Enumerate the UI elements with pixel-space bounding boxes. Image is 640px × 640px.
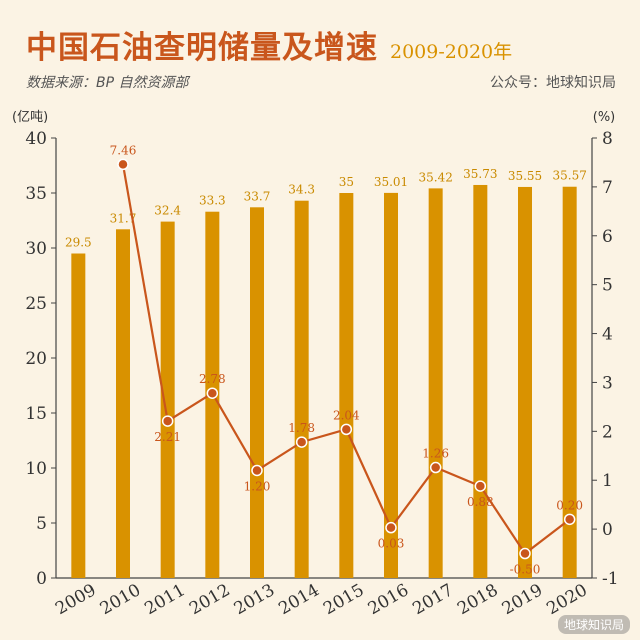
- account-credit: 公众号：地球知识局: [490, 75, 616, 91]
- bar-series: 29.5 31.7 32.4 33.3 33.7 34.3 35 35.01 35.42 35.7…: [65, 167, 587, 579]
- x-tick-label: 2016: [365, 580, 412, 619]
- bar: [250, 207, 264, 579]
- bar: [160, 221, 175, 578]
- growth-rate-label: 2.78: [199, 372, 226, 386]
- growth-rate-point: [385, 521, 397, 534]
- bar: [562, 186, 577, 579]
- growth-rate-point: [161, 415, 174, 427]
- bar: [294, 200, 309, 578]
- bar: [473, 184, 488, 578]
- bar-value-label: 31.7: [110, 211, 137, 225]
- left-axis-unit: (亿吨): [12, 110, 48, 125]
- right-axis-unit: (%): [593, 110, 616, 125]
- bar: [518, 186, 532, 578]
- bar: [116, 229, 130, 579]
- right-tick-label: 4: [602, 325, 613, 345]
- x-tick-label: 2012: [186, 580, 233, 619]
- bar: [384, 192, 398, 578]
- bar: [71, 253, 86, 578]
- x-tick-label: 2018: [454, 580, 501, 619]
- growth-rate-label: 0.88: [467, 495, 494, 509]
- growth-rate-label: 2.21: [154, 430, 181, 444]
- bar-value-label: 35: [339, 175, 354, 189]
- x-tick-label: 2020: [543, 580, 590, 619]
- left-tick-label: 10: [25, 459, 47, 479]
- bar-value-label: 29.5: [65, 236, 92, 250]
- bar-value-label: 35.73: [463, 167, 497, 181]
- footer-watermark: 地球知识局: [557, 615, 630, 634]
- bar: [428, 188, 443, 578]
- bar-value-label: 34.3: [288, 183, 315, 197]
- left-tick-label: 40: [25, 129, 47, 149]
- left-tick-label: 30: [25, 239, 47, 259]
- left-tick-label: 25: [25, 294, 47, 314]
- growth-rate-point: [251, 464, 263, 477]
- left-tick-label: 15: [25, 404, 47, 424]
- bar-value-label: 35.42: [418, 170, 452, 184]
- growth-rate-label: 0.20: [556, 498, 583, 512]
- x-tick-label: 2019: [499, 580, 546, 619]
- x-tick-label: 2014: [275, 580, 322, 619]
- bar-value-label: 35.01: [374, 175, 408, 189]
- right-tick-label: 5: [602, 276, 613, 296]
- growth-rate-label: -0.50: [510, 563, 541, 577]
- right-tick-label: 3: [602, 373, 613, 393]
- growth-rate-label: 0.03: [378, 537, 405, 551]
- title-row: 中国石油查明储量及增速 2009-2020年: [26, 22, 512, 67]
- growth-rate-point: [117, 158, 129, 171]
- growth-rate-point: [429, 461, 442, 474]
- left-tick-label: 0: [36, 569, 47, 589]
- bar-value-label: 33.7: [244, 189, 271, 203]
- chart-year-range: 2009-2020年: [390, 41, 513, 63]
- left-tick-label: 5: [36, 514, 47, 534]
- bar-value-label: 32.4: [154, 204, 181, 218]
- x-tick-label: 2011: [141, 580, 188, 619]
- growth-rate-label: 1.78: [288, 421, 315, 435]
- bar-value-label: 35.55: [508, 169, 542, 183]
- left-tick-label: 35: [25, 184, 47, 204]
- growth-rate-point: [474, 480, 487, 492]
- growth-rate-label: 7.46: [110, 143, 137, 157]
- growth-rate-point: [563, 513, 576, 526]
- right-tick-label: 1: [602, 471, 613, 491]
- x-tick-label: 2009: [52, 580, 99, 619]
- x-tick-label: 2013: [231, 580, 278, 619]
- growth-rate-label: 1.26: [422, 447, 449, 461]
- x-tick-label: 2010: [97, 580, 144, 619]
- right-tick-label: 6: [602, 227, 613, 247]
- right-tick-label: 8: [602, 129, 613, 149]
- bar-value-label: 33.3: [199, 194, 226, 208]
- x-tick-label: 2015: [320, 580, 367, 619]
- bar-value-label: 35.57: [552, 169, 586, 183]
- growth-rate-point: [295, 436, 308, 448]
- growth-rate-point: [206, 387, 219, 399]
- left-tick-label: 20: [25, 349, 47, 369]
- bar: [339, 193, 354, 578]
- growth-rate-point: [519, 547, 531, 560]
- right-tick-label: -1: [602, 569, 619, 589]
- data-source: 数据来源：BP 自然资源部: [26, 75, 189, 91]
- growth-rate-label: 1.20: [244, 479, 271, 493]
- right-tick-label: 2: [602, 422, 613, 442]
- line-series: 7.46 2.21 2.78 1.20 1.78 2.04 0.03 1.26 0.88 -0.5…: [110, 143, 583, 576]
- right-tick-label: 0: [602, 520, 613, 540]
- chart-title: 中国石油查明储量及增速: [26, 30, 378, 66]
- right-tick-label: 7: [602, 178, 613, 198]
- x-tick-label: 2017: [409, 580, 456, 619]
- growth-rate-point: [340, 423, 353, 436]
- growth-rate-label: 2.04: [333, 408, 360, 422]
